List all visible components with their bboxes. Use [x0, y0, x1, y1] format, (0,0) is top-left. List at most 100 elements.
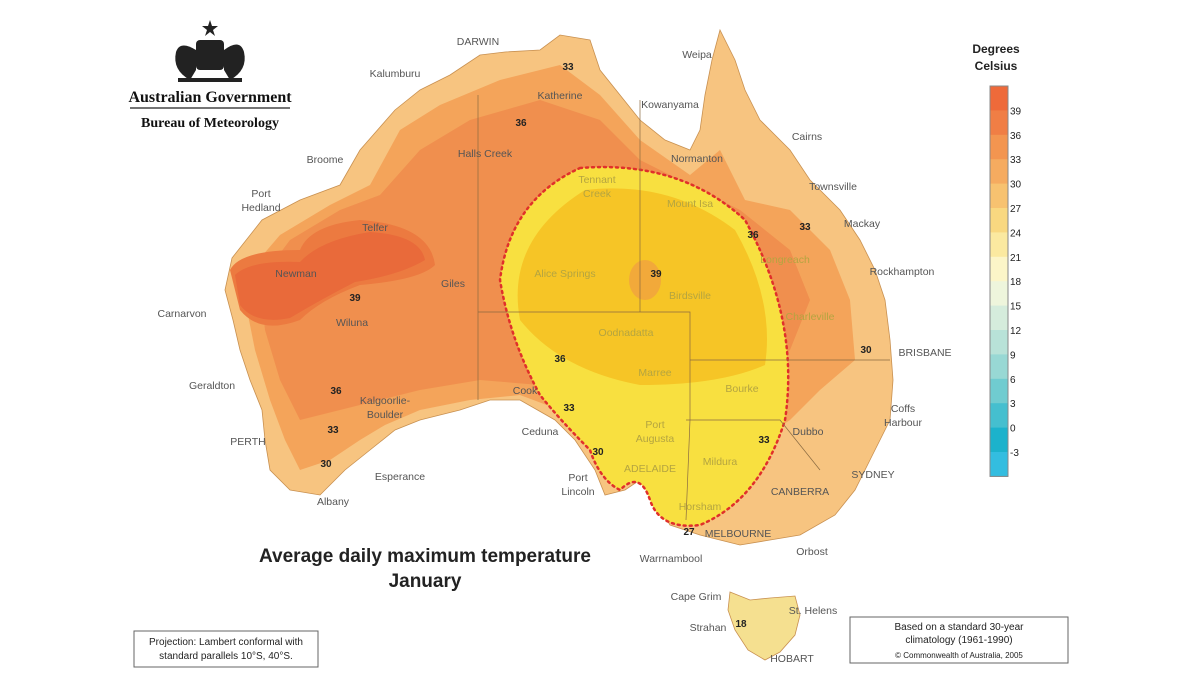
legend-swatch	[990, 256, 1008, 282]
place-label: DARWIN	[457, 36, 499, 48]
place-label: Carnarvon	[157, 308, 206, 320]
place-label: Charleville	[785, 311, 834, 323]
legend-swatch	[990, 183, 1008, 209]
place-label: Longreach	[760, 254, 810, 266]
legend-tick-label: -3	[1010, 448, 1019, 459]
contour-label: 36	[747, 230, 759, 241]
legend-title: Degrees	[972, 42, 1020, 56]
place-label: Alice Springs	[534, 268, 595, 280]
place-label: Harbour	[884, 417, 922, 429]
place-label: Birdsville	[669, 290, 711, 302]
place-label: Kalumburu	[370, 68, 421, 80]
place-label: Kowanyama	[641, 99, 699, 111]
legend-tick-label: 6	[1010, 375, 1016, 386]
contour-label: 36	[554, 354, 566, 365]
place-label: MELBOURNE	[705, 528, 772, 540]
legend-swatch	[990, 86, 1008, 111]
legend-tick-label: 12	[1010, 326, 1022, 337]
place-label: Strahan	[690, 622, 727, 634]
contour-label: 30	[860, 345, 872, 356]
place-label: Telfer	[362, 222, 388, 234]
place-label: Port	[645, 419, 664, 431]
legend-swatch	[990, 281, 1008, 307]
place-label: Katherine	[538, 90, 583, 102]
place-label: Weipa	[682, 49, 712, 61]
place-label: Bourke	[725, 383, 758, 395]
legend-tick-label: 9	[1010, 350, 1016, 361]
legend-swatch	[990, 403, 1008, 429]
place-label: Cape Grim	[671, 591, 722, 603]
place-label: Creek	[583, 188, 612, 200]
place-label: Tennant	[578, 174, 615, 186]
legend-swatch	[990, 427, 1008, 453]
place-label: PERTH	[230, 436, 265, 448]
source-note: © Commonwealth of Australia, 2005	[895, 651, 1023, 660]
contour-label: 36	[515, 118, 527, 129]
place-label: Cook	[513, 385, 538, 397]
place-label: Marree	[638, 367, 671, 379]
place-label: Kalgoorlie-	[360, 395, 411, 407]
place-label: Albany	[317, 496, 350, 508]
projection-note: Projection: Lambert conformal with	[149, 637, 303, 648]
legend-title: Celsius	[975, 59, 1018, 73]
place-label: Dubbo	[793, 426, 824, 438]
place-label: Newman	[275, 268, 317, 280]
contour-label: 33	[758, 435, 770, 446]
place-label: Mackay	[844, 218, 881, 230]
contour-labels: 33 36 39 36 33 30 36 33 39 36 33 30 33 30 27 18	[320, 62, 872, 630]
contour-label: 33	[327, 425, 339, 436]
contour-label: 36	[330, 386, 342, 397]
place-label: Broome	[307, 154, 344, 166]
legend-swatch	[990, 134, 1008, 160]
contour-label: 39	[349, 293, 361, 304]
projection-note: standard parallels 10°S, 40°S.	[159, 651, 293, 662]
place-label: Horsham	[679, 501, 722, 513]
place-label: HOBART	[770, 653, 814, 665]
contour-label: 18	[735, 619, 747, 630]
legend-tick-label: 0	[1010, 424, 1016, 435]
legend-tick-label: 18	[1010, 277, 1022, 288]
map-title: January	[389, 571, 462, 592]
place-label: Warrnambool	[640, 553, 703, 565]
source-note: climatology (1961-1990)	[905, 635, 1012, 646]
place-label: Augusta	[636, 433, 675, 445]
legend-swatch	[990, 232, 1008, 258]
contour-label: 30	[320, 459, 332, 470]
place-label: ADELAIDE	[624, 463, 676, 475]
legend-tick-label: 3	[1010, 399, 1016, 410]
place-label: CANBERRA	[771, 486, 829, 498]
place-label: Ceduna	[522, 426, 559, 438]
place-label: Boulder	[367, 409, 404, 421]
place-label: Geraldton	[189, 380, 235, 392]
place-label: Port	[251, 188, 270, 200]
legend-tick-label: 39	[1010, 106, 1022, 117]
projection-box	[133, 630, 319, 668]
place-label: SYDNEY	[851, 469, 894, 481]
legend-tick-label: 21	[1010, 253, 1022, 264]
place-label: Mount Isa	[667, 198, 713, 210]
australia-map	[224, 28, 894, 661]
place-label: Esperance	[375, 471, 425, 483]
place-labels: DARWIN Weipa Kalumburu Katherine Kowanyama Ca…	[157, 36, 951, 665]
legend-swatch	[990, 208, 1008, 233]
legend-tick-label: 33	[1010, 155, 1022, 166]
place-label: Giles	[441, 278, 465, 290]
place-label: Lincoln	[561, 486, 594, 498]
place-label: St. Helens	[789, 605, 837, 617]
place-label: Orbost	[796, 546, 828, 558]
logo-line: Bureau of Meteorology	[141, 116, 279, 131]
place-label: Port	[568, 472, 587, 484]
place-label: Wiluna	[336, 317, 368, 329]
contour-label: 33	[562, 62, 574, 73]
legend-tick-label: 36	[1010, 131, 1022, 142]
legend-swatch	[990, 110, 1008, 136]
contour-label: 30	[592, 447, 604, 458]
legend-swatch	[990, 452, 1008, 477]
place-label: Cairns	[792, 131, 822, 143]
place-label: Coffs	[891, 403, 915, 415]
place-label: Oodnadatta	[599, 327, 654, 339]
legend-swatch	[990, 354, 1008, 380]
place-label: Townsville	[809, 181, 857, 193]
